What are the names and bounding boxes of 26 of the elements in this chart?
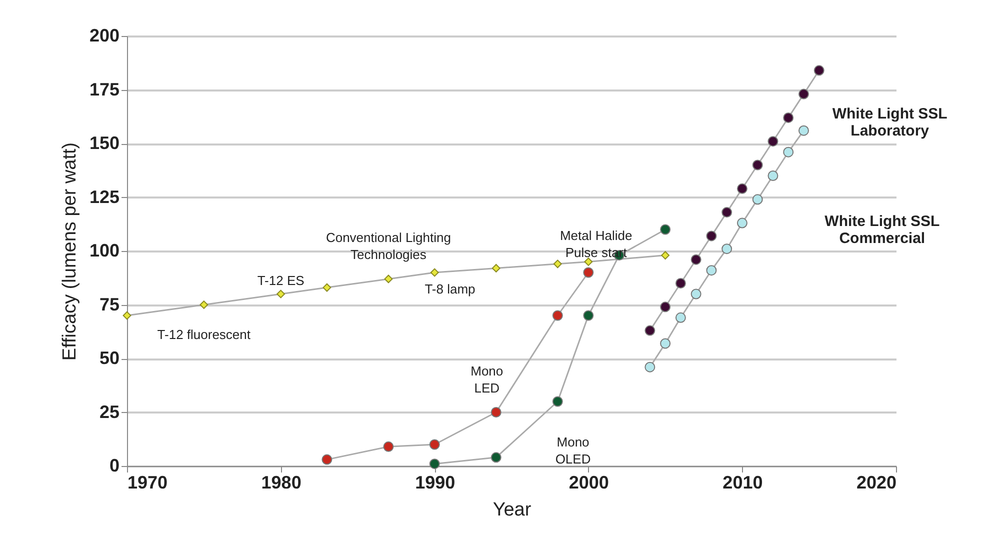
y-tick-label: 200: [89, 26, 120, 46]
annotation: Conventional Lighting Technologies: [326, 230, 451, 262]
annotation: Mono OLED: [555, 434, 591, 466]
x-tick-label: 1980: [261, 472, 302, 492]
y-tick-label: 50: [99, 348, 120, 368]
annotation: Mono LED: [470, 363, 504, 396]
y-tick-label: 0: [109, 456, 120, 476]
y-tick-label: 150: [89, 133, 120, 153]
annotation: White Light SSL Commercial: [824, 212, 940, 247]
x-tick-label: 2010: [722, 472, 763, 492]
y-tick-label: 175: [89, 79, 120, 100]
x-tick-label: 1990: [415, 472, 456, 492]
x-tick-label: 2020: [856, 472, 896, 492]
y-axis-title: Efficacy (lumens per watt): [59, 142, 80, 361]
x-axis-title: Year: [492, 500, 532, 520]
y-tick-label: 25: [99, 402, 120, 422]
annotation: T-12 ES: [257, 273, 305, 288]
y-tick-label: 100: [89, 240, 120, 260]
x-tick-label: 2000: [568, 472, 609, 492]
annotation: Metal Halide Pulse start: [560, 228, 632, 260]
annotation: T-8 lamp: [424, 282, 476, 297]
x-tick-label: 1970: [128, 472, 168, 492]
y-tick-label: 75: [99, 294, 120, 314]
annotation: White Light SSL Laboratory: [832, 105, 948, 140]
annotation: T-12 fluorescent: [157, 326, 251, 342]
y-tick-label: 125: [89, 186, 120, 207]
